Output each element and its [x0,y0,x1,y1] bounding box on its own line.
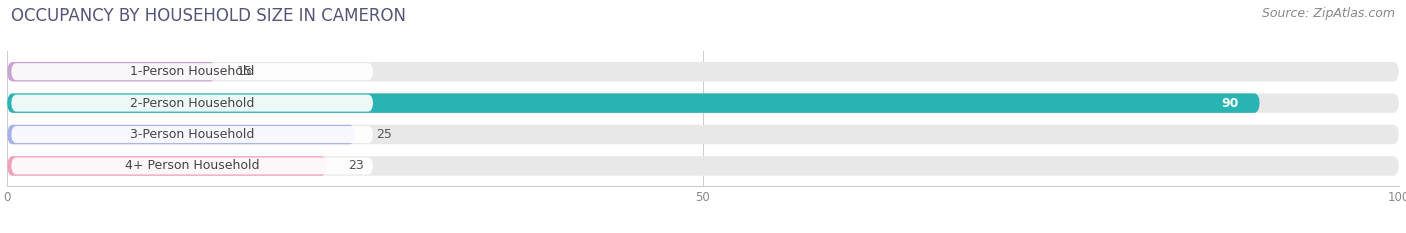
FancyBboxPatch shape [11,126,373,143]
Text: 25: 25 [375,128,392,141]
FancyBboxPatch shape [7,125,1399,144]
FancyBboxPatch shape [11,158,373,175]
Text: 90: 90 [1222,97,1239,110]
Text: 3-Person Household: 3-Person Household [129,128,254,141]
Text: 15: 15 [236,65,253,78]
Text: 2-Person Household: 2-Person Household [129,97,254,110]
FancyBboxPatch shape [7,125,354,144]
Text: 4+ Person Household: 4+ Person Household [125,159,260,172]
Text: OCCUPANCY BY HOUSEHOLD SIZE IN CAMERON: OCCUPANCY BY HOUSEHOLD SIZE IN CAMERON [11,7,406,25]
Text: Source: ZipAtlas.com: Source: ZipAtlas.com [1261,7,1395,20]
FancyBboxPatch shape [7,93,1260,113]
Text: 23: 23 [349,159,364,172]
FancyBboxPatch shape [7,62,1399,81]
Text: 1-Person Household: 1-Person Household [129,65,254,78]
FancyBboxPatch shape [7,93,1399,113]
FancyBboxPatch shape [7,62,217,81]
FancyBboxPatch shape [7,156,328,176]
FancyBboxPatch shape [11,63,373,80]
FancyBboxPatch shape [11,95,373,112]
FancyBboxPatch shape [7,156,1399,176]
